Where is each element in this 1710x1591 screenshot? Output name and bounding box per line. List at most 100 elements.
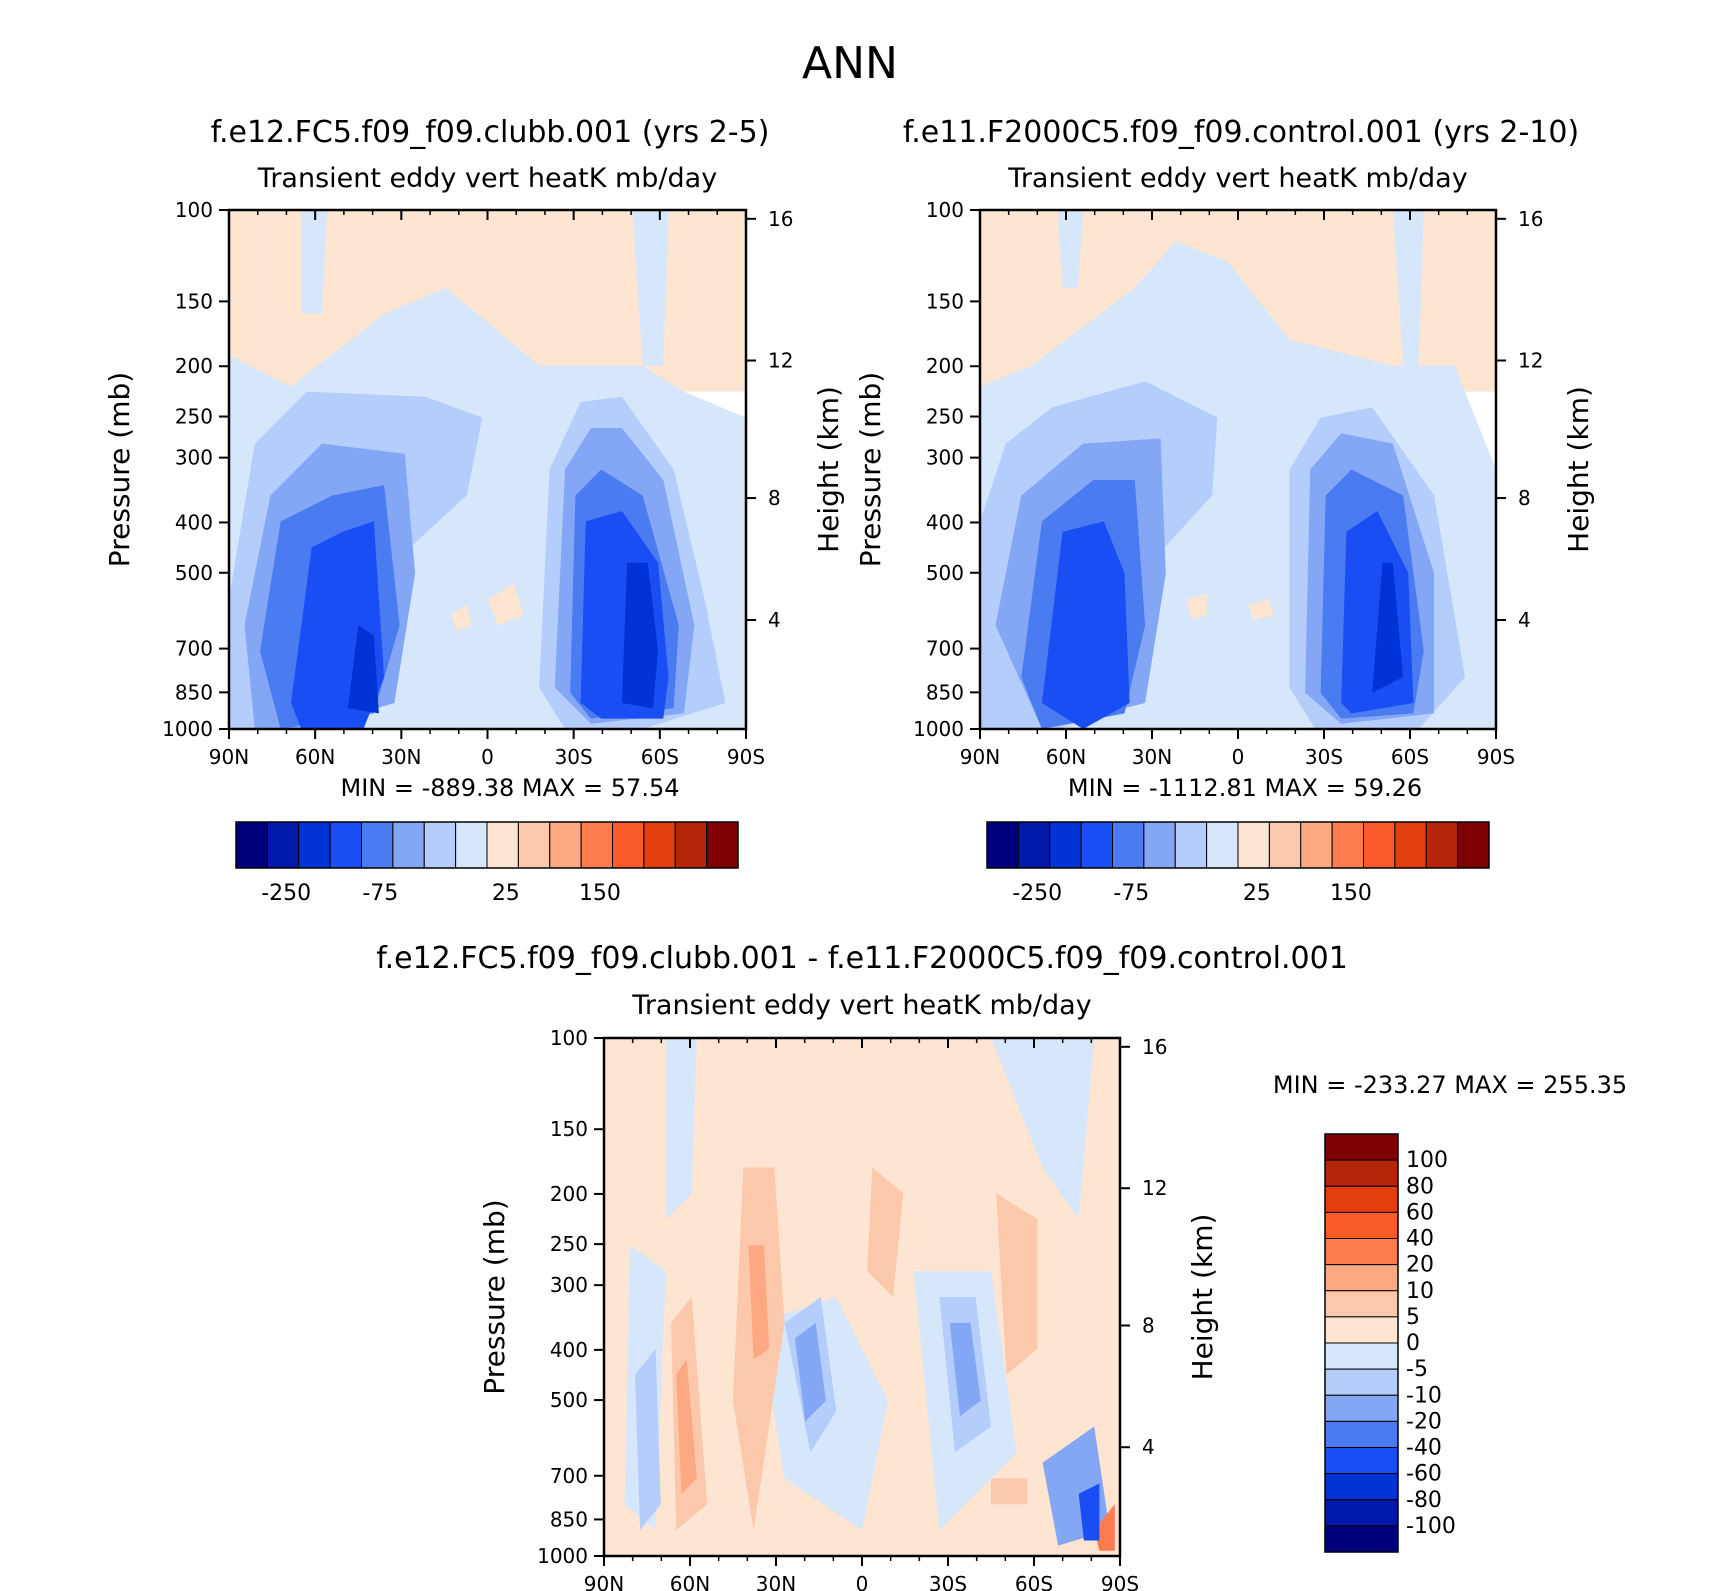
colorbar-cell	[1324, 1185, 1399, 1213]
y-tick-label: 400	[926, 510, 964, 534]
colorbar-cell	[1324, 1420, 1399, 1448]
x-tick-label: 90N	[960, 745, 1000, 769]
colorbar-cell	[1237, 821, 1270, 869]
y-tick-label: 300	[926, 446, 964, 470]
colorbar-cell	[1049, 821, 1082, 869]
colorbar-cell	[1324, 1499, 1399, 1527]
contour-region	[1041, 521, 1130, 729]
x-tick-label: 90S	[1477, 745, 1515, 769]
y-tick-label: 100	[550, 1026, 588, 1050]
panel-clubb: f.e12.FC5.f09_f09.clubb.001 (yrs 2-5) Tra…	[103, 115, 845, 906]
colorbar-cell	[706, 821, 739, 869]
colorbar-frame	[1324, 1133, 1399, 1553]
colorbar-cell	[392, 821, 425, 869]
colorbar-label: 0	[1406, 1331, 1420, 1356]
colorbar-cell	[517, 821, 551, 869]
y-right-tick-label: 16	[1142, 1035, 1167, 1059]
y-right-tick-label: 8	[1142, 1313, 1155, 1337]
colorbar-cell	[1174, 821, 1208, 869]
contour-region	[867, 1167, 904, 1297]
colorbar-cell	[1324, 1368, 1399, 1396]
colorbar-frame	[986, 821, 1490, 869]
panel-subtitle: Transient eddy vert heatK mb/day	[1007, 163, 1467, 194]
x-tick-label: 0	[1232, 745, 1245, 769]
y-tick-label: 250	[926, 405, 964, 429]
colorbar-cell	[674, 821, 708, 869]
colorbar-cell	[1112, 821, 1145, 869]
y-right-tick-label: 4	[1518, 608, 1531, 632]
y-right-tick-label: 8	[1518, 486, 1531, 510]
x-tick-label: 30S	[555, 745, 593, 769]
x-tick-label: 90S	[1101, 1572, 1139, 1591]
y-right-tick-label: 12	[768, 349, 793, 373]
x-tick-label: 30S	[1305, 745, 1343, 769]
panel-control: f.e11.F2000C5.f09_f09.control.001 (yrs 2…	[854, 115, 1595, 906]
y-tick-label: 400	[550, 1338, 588, 1362]
y-tick-label: 300	[175, 446, 213, 470]
colorbar-frame	[235, 821, 739, 869]
colorbar-cell	[235, 821, 268, 869]
y-tick-label: 1000	[162, 717, 213, 741]
contour-region	[1372, 562, 1404, 693]
colorbar-cell	[1457, 821, 1490, 869]
colorbar-cell	[1425, 821, 1459, 869]
x-tick-label: 0	[856, 1572, 869, 1591]
y-right-tick-label: 16	[1518, 207, 1543, 231]
y-right-tick-label: 16	[768, 207, 793, 231]
colorbar-label: -250	[1012, 881, 1062, 906]
y-right-tick-label: 12	[1142, 1176, 1167, 1200]
colorbar-label: -10	[1406, 1383, 1442, 1408]
colorbar-label: -20	[1406, 1409, 1442, 1434]
colorbar-cell	[986, 821, 1019, 869]
colorbar-label: -5	[1406, 1357, 1428, 1382]
colorbar-cell	[1363, 821, 1396, 869]
y-tick-label: 150	[550, 1117, 588, 1141]
contour-region	[1392, 210, 1424, 366]
contour-region	[991, 1478, 1028, 1505]
contour-field	[980, 210, 1496, 729]
colorbar-cell	[1394, 821, 1427, 869]
panel-title: f.e12.FC5.f09_f09.clubb.001 - f.e11.F200…	[376, 941, 1348, 976]
y-axis-label: Pressure (mb)	[854, 372, 887, 567]
colorbar-label: 10	[1406, 1279, 1434, 1304]
contour-field	[229, 210, 746, 729]
colorbar-cell	[361, 821, 394, 869]
y-tick-label: 1000	[537, 1544, 588, 1568]
y-tick-label: 150	[926, 289, 964, 313]
x-tick-label: 60N	[1046, 745, 1086, 769]
min-max-stats: MIN = -889.38 MAX = 57.54	[340, 774, 679, 802]
y-right-tick-label: 4	[768, 608, 781, 632]
y-tick-label: 500	[926, 561, 964, 585]
y-tick-label: 700	[926, 637, 964, 661]
min-max-stats: MIN = -1112.81 MAX = 59.26	[1068, 774, 1422, 802]
y-tick-label: 100	[175, 198, 213, 222]
y-tick-label: 850	[926, 680, 964, 704]
colorbar-cell	[612, 821, 645, 869]
colorbar-cell	[1324, 1525, 1399, 1553]
colorbar-cell	[329, 821, 362, 869]
colorbar-label: 40	[1406, 1227, 1434, 1252]
colorbar-cell	[549, 821, 582, 869]
colorbar-cell	[298, 821, 331, 869]
y-tick-label: 250	[175, 405, 213, 429]
panel-difference: f.e12.FC5.f09_f09.clubb.001 - f.e11.F200…	[376, 941, 1627, 1591]
colorbar-cell	[1017, 821, 1051, 869]
y-axis-label: Pressure (mb)	[478, 1199, 511, 1394]
y-right-tick-label: 4	[1142, 1435, 1155, 1459]
min-max-stats: MIN = -233.27 MAX = 255.35	[1273, 1071, 1627, 1099]
colorbar-cell	[1324, 1238, 1399, 1266]
y-tick-label: 700	[175, 637, 213, 661]
colorbar-cell	[1324, 1159, 1399, 1187]
colorbar-label: -75	[362, 881, 398, 906]
y-tick-label: 500	[175, 561, 213, 585]
colorbar-cell	[1324, 1264, 1399, 1292]
contour-region	[794, 1322, 826, 1422]
y-right-tick-label: 12	[1518, 349, 1543, 373]
y-right-axis-label: Height (km)	[1186, 1214, 1219, 1381]
y-tick-label: 150	[175, 289, 213, 313]
colorbar-label: 150	[579, 881, 621, 906]
colorbar-cell	[1143, 821, 1176, 869]
y-tick-label: 100	[926, 198, 964, 222]
contour-region	[748, 1245, 770, 1360]
